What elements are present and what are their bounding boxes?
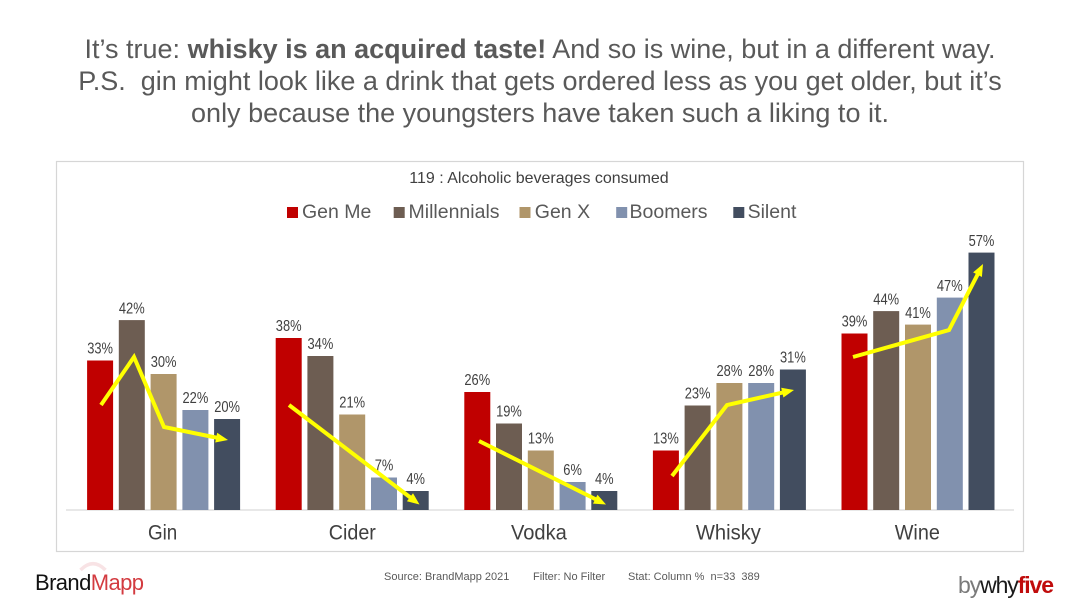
svg-text:Millennials: Millennials [409, 201, 500, 223]
svg-text:28%: 28% [748, 363, 774, 380]
svg-text:Silent: Silent [748, 201, 797, 223]
svg-text:20%: 20% [214, 399, 240, 416]
svg-text:42%: 42% [119, 300, 145, 317]
svg-text:57%: 57% [969, 233, 995, 250]
svg-text:Whisky: Whisky [696, 521, 761, 545]
svg-text:13%: 13% [528, 431, 554, 448]
svg-text:39%: 39% [842, 314, 868, 331]
svg-text:4%: 4% [406, 471, 425, 488]
svg-text:28%: 28% [717, 363, 743, 380]
svg-text:41%: 41% [905, 305, 931, 322]
svg-text:119 : Alcoholic beverages cons: 119 : Alcoholic beverages consumed [409, 170, 668, 187]
svg-text:34%: 34% [308, 336, 334, 353]
svg-text:Boomers: Boomers [630, 201, 708, 223]
svg-text:38%: 38% [276, 318, 302, 335]
svg-text:44%: 44% [873, 291, 899, 308]
svg-text:47%: 47% [937, 278, 963, 295]
svg-text:Vodka: Vodka [511, 521, 567, 545]
svg-text:33%: 33% [87, 341, 113, 358]
svg-text:6%: 6% [563, 462, 582, 479]
svg-text:Cider: Cider [329, 521, 376, 545]
svg-text:26%: 26% [464, 372, 490, 389]
svg-text:Wine: Wine [895, 521, 940, 545]
svg-text:31%: 31% [780, 350, 806, 367]
svg-text:30%: 30% [151, 354, 177, 371]
svg-text:22%: 22% [183, 390, 209, 407]
svg-text:21%: 21% [339, 395, 365, 412]
svg-text:Gen X: Gen X [535, 201, 590, 223]
svg-text:Gen Me: Gen Me [302, 201, 371, 223]
svg-text:13%: 13% [653, 431, 679, 448]
svg-text:4%: 4% [595, 471, 614, 488]
svg-text:7%: 7% [375, 458, 394, 475]
svg-text:23%: 23% [685, 386, 711, 403]
svg-text:19%: 19% [496, 404, 522, 421]
svg-text:Gin: Gin [148, 521, 177, 545]
